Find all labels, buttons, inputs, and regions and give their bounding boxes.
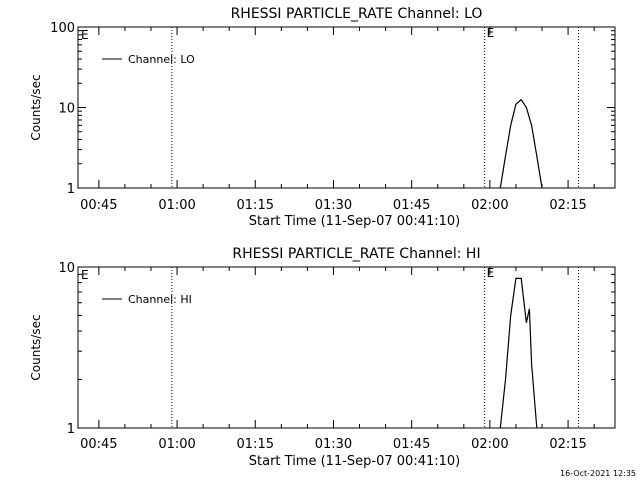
series-line [499,98,543,189]
x-tick-label: 01:15 [237,198,274,213]
x-tick-label: 01:15 [237,437,274,452]
x-tick-label: 01:00 [158,437,195,452]
chart-panel-lo: RHESSI PARTICLE_RATE Channel: LO Counts/s… [29,6,616,229]
x-tick-label: 01:30 [315,198,352,213]
event-marker-label: E [487,26,495,40]
y-axis-label: Counts/sec [29,314,43,380]
plot-frame [77,26,616,189]
y-axis-label: Counts/sec [29,74,43,140]
x-tick-label: 01:30 [315,437,352,452]
x-tick-label: 02:00 [471,437,508,452]
y-tick-label: 1 [67,422,75,437]
x-tick-label: 02:15 [549,437,586,452]
y-tick-label: 10 [58,261,75,276]
series-line [499,277,538,429]
legend-label: Channel: LO [128,53,195,66]
y-tick-label: 10 [58,102,75,117]
corner-label: E [81,268,89,282]
x-tick-label: 01:45 [393,198,430,213]
y-tick-label: 1 [67,182,75,197]
x-tick-label: 01:00 [158,198,195,213]
corner-label: E [81,28,89,42]
chart-panel-hi: RHESSI PARTICLE_RATE Channel: HI Counts/s… [29,246,616,469]
plot-frame [77,266,616,429]
x-tick-label: 00:45 [80,198,117,213]
footer-timestamp: 16-Oct-2021 12:35 [560,469,636,478]
event-marker-label: E [487,266,495,280]
chart-title: RHESSI PARTICLE_RATE Channel: LO [231,6,483,22]
x-axis-label: Start Time (11-Sep-07 00:41:10) [249,454,460,469]
x-tick-label: 02:00 [471,198,508,213]
x-tick-label: 01:45 [393,437,430,452]
legend-label: Channel: HI [128,293,192,306]
chart-title: RHESSI PARTICLE_RATE Channel: HI [232,246,480,262]
x-axis-label: Start Time (11-Sep-07 00:41:10) [249,214,460,229]
y-tick-label: 100 [50,21,75,36]
x-tick-label: 02:15 [549,198,586,213]
x-tick-label: 00:45 [80,437,117,452]
